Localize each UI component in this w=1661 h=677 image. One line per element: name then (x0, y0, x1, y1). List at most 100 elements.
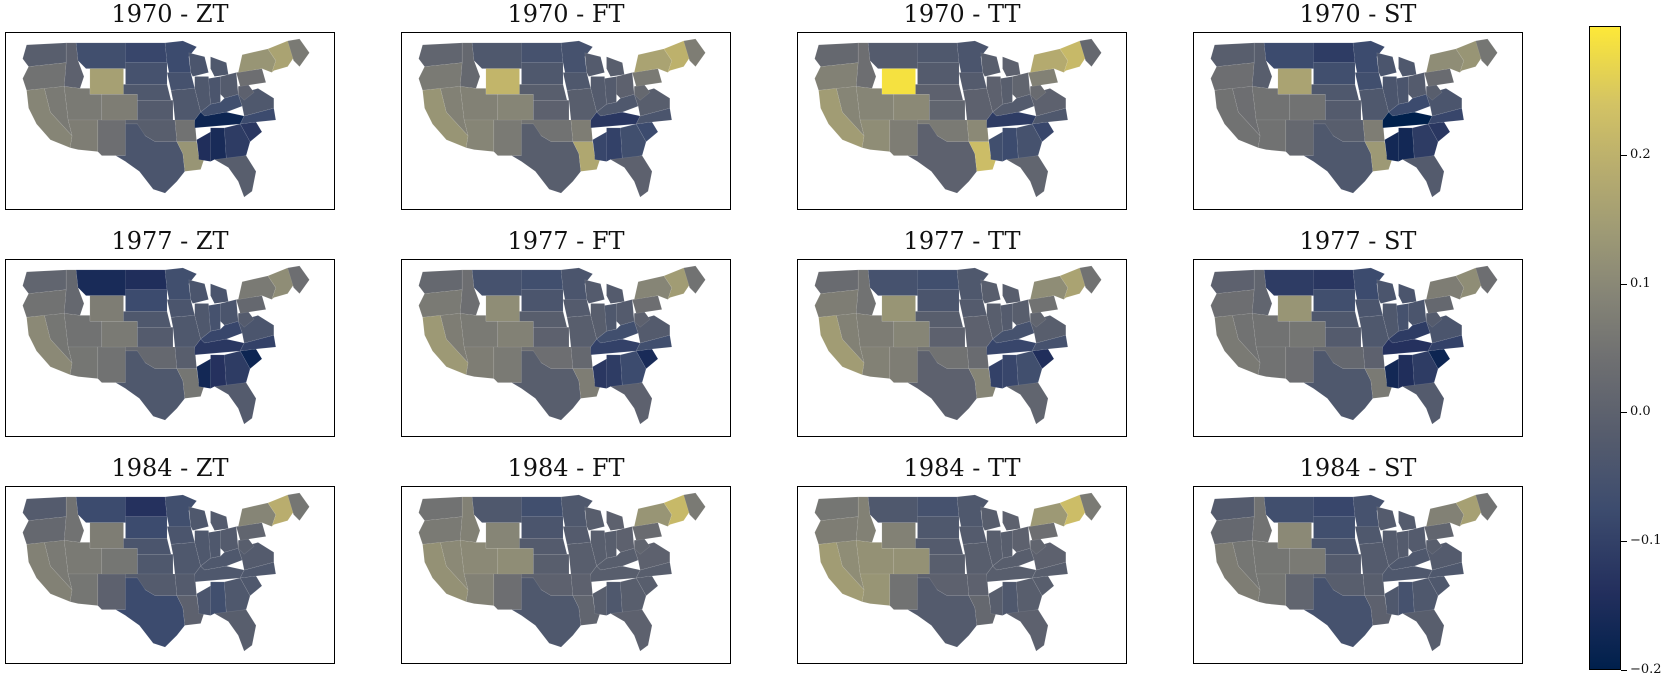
state-sd (1313, 62, 1356, 85)
state-tn (590, 338, 641, 356)
panel-title: 1984 - TT (903, 454, 1021, 482)
state-az (859, 573, 891, 606)
state-tx (906, 123, 978, 194)
state-mt (471, 269, 522, 296)
state-mn (956, 494, 990, 527)
state-ga (1016, 350, 1043, 387)
state-co (1289, 548, 1326, 575)
state-fl (1401, 382, 1445, 425)
state-wy (485, 522, 520, 549)
state-mi (1002, 56, 1021, 77)
state-sd (125, 62, 168, 85)
state-tx (114, 123, 186, 194)
us-state-map (418, 265, 706, 425)
panel-title: 1977 - TT (903, 227, 1021, 255)
state-wi (980, 506, 1001, 531)
state-co (497, 548, 534, 575)
state-oh (1408, 526, 1427, 553)
state-fl (609, 609, 653, 652)
state-me (683, 492, 706, 522)
state-nd (125, 42, 168, 63)
state-nd (521, 496, 564, 517)
state-sd (1313, 516, 1356, 539)
state-az (1255, 119, 1287, 152)
state-in (208, 76, 221, 105)
state-al (1002, 354, 1019, 390)
state-nd (1313, 42, 1356, 63)
map-panel (797, 32, 1127, 210)
state-ks (137, 326, 174, 348)
state-ms (196, 585, 211, 616)
state-la (968, 368, 997, 399)
state-ga (1412, 350, 1439, 387)
panel-title: 1977 - FT (507, 227, 625, 255)
state-wi (188, 506, 209, 531)
state-co (497, 321, 534, 348)
state-tx (906, 350, 978, 421)
map-panel (797, 259, 1127, 437)
state-tn (1382, 338, 1433, 356)
state-tn (590, 111, 641, 129)
state-ms (592, 358, 607, 389)
state-mi (210, 510, 229, 531)
state-fl (609, 155, 653, 198)
state-sd (125, 516, 168, 539)
state-or (418, 516, 463, 545)
state-az (859, 346, 891, 379)
map-panel (401, 32, 731, 210)
state-ia (166, 299, 196, 318)
state-ms (196, 131, 211, 162)
state-ga (620, 350, 647, 387)
state-mt (1263, 42, 1314, 69)
panel-title: 1984 - ST (1299, 454, 1417, 482)
state-in (1000, 303, 1013, 332)
state-ks (1325, 326, 1362, 348)
state-ar (966, 573, 990, 597)
state-sd (917, 62, 960, 85)
state-nc (1031, 561, 1069, 579)
state-sd (125, 289, 168, 312)
state-co (101, 321, 138, 348)
state-az (463, 346, 495, 379)
state-la (968, 141, 997, 172)
state-ks (1325, 99, 1362, 121)
state-tx (114, 577, 186, 648)
state-me (1475, 38, 1498, 68)
colorbar-tick (1621, 155, 1627, 156)
state-mn (1352, 267, 1386, 300)
state-ms (1384, 131, 1399, 162)
state-wi (1376, 52, 1397, 77)
state-ga (1412, 577, 1439, 614)
state-tx (906, 577, 978, 648)
state-az (67, 346, 99, 379)
state-ar (966, 119, 990, 143)
state-co (893, 548, 930, 575)
state-co (1289, 321, 1326, 348)
panel-title: 1970 - ST (1299, 0, 1417, 28)
state-nm (493, 119, 522, 156)
state-tn (986, 338, 1037, 356)
state-nd (917, 42, 960, 63)
state-ks (533, 326, 570, 348)
state-tn (590, 565, 641, 583)
panel-title: 1970 - ZT (111, 0, 229, 28)
state-me (287, 38, 310, 68)
state-mt (867, 42, 918, 69)
state-ia (562, 526, 592, 545)
us-state-map (22, 492, 310, 652)
state-tn (194, 338, 245, 356)
state-oh (1012, 526, 1031, 553)
state-ia (1354, 526, 1384, 545)
state-ar (1362, 119, 1386, 143)
state-wy (89, 522, 124, 549)
state-fl (1005, 609, 1049, 652)
state-co (101, 548, 138, 575)
state-nm (97, 119, 126, 156)
state-oh (1408, 72, 1427, 99)
state-sd (521, 516, 564, 539)
state-me (1079, 265, 1102, 295)
state-mn (560, 267, 594, 300)
state-la (572, 595, 601, 626)
state-wi (584, 506, 605, 531)
us-state-map (22, 38, 310, 198)
